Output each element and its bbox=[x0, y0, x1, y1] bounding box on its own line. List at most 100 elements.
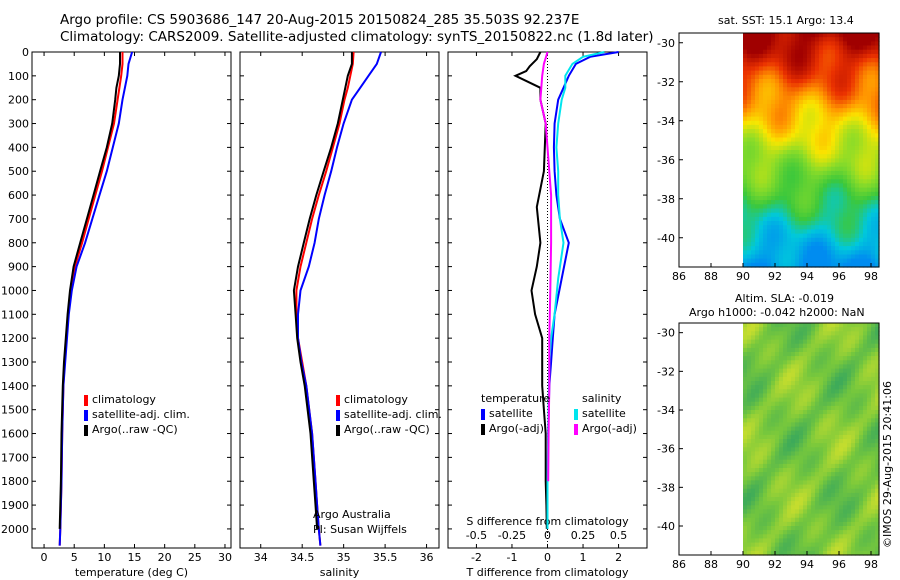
y-tick-label: 500 bbox=[8, 165, 29, 178]
map-cell bbox=[855, 323, 860, 328]
map-cell bbox=[835, 372, 840, 378]
map-cell bbox=[743, 521, 748, 527]
map-cell bbox=[871, 74, 876, 80]
map-cell bbox=[855, 381, 860, 386]
map-cell bbox=[791, 480, 796, 486]
map-cell bbox=[791, 381, 796, 386]
map-cell bbox=[771, 497, 776, 502]
map-cell bbox=[807, 451, 812, 457]
map-cell bbox=[875, 530, 880, 535]
map-cell bbox=[807, 434, 812, 440]
map-cell bbox=[819, 208, 824, 214]
map-cell bbox=[787, 546, 792, 552]
map-cell bbox=[799, 179, 804, 185]
map-cell bbox=[787, 133, 792, 139]
map-cell bbox=[811, 546, 816, 552]
x-tick-label: 0 bbox=[41, 551, 48, 564]
map-cell bbox=[795, 116, 800, 122]
map-cell bbox=[859, 141, 864, 147]
map-cell bbox=[847, 137, 852, 143]
map-cell bbox=[783, 356, 788, 361]
map-cell bbox=[791, 455, 796, 461]
map-cell bbox=[747, 463, 752, 469]
map-cell bbox=[755, 364, 760, 370]
map-cell bbox=[787, 212, 792, 218]
map-cell bbox=[859, 74, 864, 80]
map-cell bbox=[747, 414, 752, 419]
map-cell bbox=[839, 530, 844, 535]
map-cell bbox=[811, 124, 816, 130]
map-cell bbox=[795, 133, 800, 139]
map-cell bbox=[779, 513, 784, 519]
map-cell bbox=[811, 91, 816, 97]
map-cell bbox=[771, 258, 776, 264]
map-cell bbox=[759, 124, 764, 130]
map-cell bbox=[831, 95, 836, 101]
map-cell bbox=[771, 175, 776, 180]
map-cell bbox=[807, 476, 812, 481]
map-cell bbox=[751, 347, 756, 353]
map-cell bbox=[815, 120, 820, 126]
map-cell bbox=[763, 191, 768, 197]
map-cell bbox=[743, 66, 748, 72]
map-cell bbox=[795, 468, 800, 473]
map-cell bbox=[831, 116, 836, 122]
map-cell bbox=[843, 368, 848, 374]
map-cell bbox=[775, 484, 780, 490]
map-cell bbox=[855, 385, 860, 390]
map-cell bbox=[855, 104, 860, 109]
map-cell bbox=[787, 87, 792, 93]
map-cell bbox=[819, 246, 824, 251]
map-cell bbox=[779, 323, 784, 328]
legend-item-t-argo: Argo(-adj) bbox=[481, 421, 550, 436]
map-cell bbox=[787, 141, 792, 147]
map-cell bbox=[859, 83, 864, 88]
map-cell bbox=[871, 162, 876, 168]
map-cell bbox=[759, 443, 764, 448]
map-cell bbox=[843, 356, 848, 361]
map-cell bbox=[847, 112, 852, 118]
map-cell bbox=[747, 62, 752, 68]
map-cell bbox=[859, 175, 864, 180]
map-cell bbox=[759, 229, 764, 235]
map-cell bbox=[827, 422, 832, 428]
map-cell bbox=[755, 443, 760, 448]
map-cell bbox=[871, 179, 876, 185]
map-cell bbox=[827, 221, 832, 226]
map-cell bbox=[811, 262, 816, 268]
map-cell bbox=[803, 41, 808, 47]
map-cell bbox=[747, 196, 752, 201]
map-cell bbox=[875, 49, 880, 55]
map-cell bbox=[811, 343, 816, 349]
map-cell bbox=[819, 339, 824, 345]
map-cell bbox=[815, 550, 820, 556]
map-cell bbox=[807, 250, 812, 256]
sla-map-title-1: Altim. SLA: -0.019 bbox=[735, 292, 835, 305]
map-cell bbox=[795, 74, 800, 80]
map-cell bbox=[863, 513, 868, 519]
map-cell bbox=[783, 187, 788, 193]
map-cell bbox=[819, 468, 824, 473]
map-cell bbox=[875, 439, 880, 444]
map-cell bbox=[799, 550, 804, 556]
map-cell bbox=[867, 170, 872, 176]
y-tick-label: 0 bbox=[22, 46, 29, 59]
map-cell bbox=[875, 517, 880, 523]
map-cell bbox=[759, 368, 764, 374]
map-cell bbox=[811, 237, 816, 243]
map-cell bbox=[807, 175, 812, 180]
map-cell bbox=[847, 517, 852, 523]
map-cell bbox=[783, 241, 788, 247]
map-cell bbox=[771, 254, 776, 260]
map-cell bbox=[771, 443, 776, 448]
map-cell bbox=[783, 505, 788, 510]
map-cell bbox=[771, 463, 776, 469]
map-cell bbox=[875, 196, 880, 201]
map-cell bbox=[855, 451, 860, 457]
map-cell bbox=[751, 49, 756, 55]
map-cell bbox=[779, 179, 784, 185]
map-cell bbox=[795, 200, 800, 205]
map-cell bbox=[839, 343, 844, 349]
map-cell bbox=[867, 212, 872, 218]
map-cell bbox=[811, 49, 816, 55]
